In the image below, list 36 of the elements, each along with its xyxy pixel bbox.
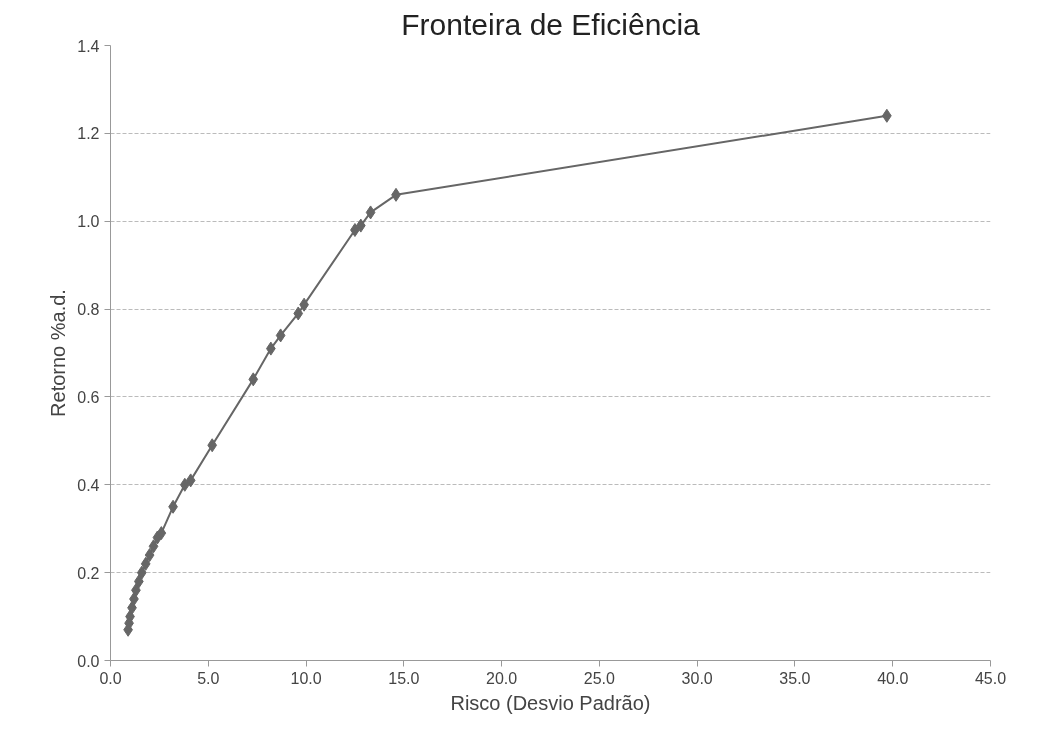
y-tick-label: 0.8 <box>77 301 100 319</box>
chart-title: Fronteira de Eficiência <box>401 7 701 41</box>
point <box>355 218 366 233</box>
point <box>179 477 190 492</box>
y-tick-label: 0.0 <box>77 652 100 670</box>
y-tick-label: 1.0 <box>77 213 100 231</box>
point <box>156 526 167 541</box>
point <box>275 328 286 343</box>
point <box>207 438 218 453</box>
y-tick-label: 1.4 <box>77 37 100 55</box>
x-tick-label: 45.0 <box>974 669 1007 687</box>
point <box>365 205 376 220</box>
point <box>136 565 147 580</box>
point <box>148 539 159 554</box>
x-tick-label: 5.0 <box>197 669 220 687</box>
point <box>129 592 139 606</box>
point <box>293 306 304 321</box>
x-tick-label: 40.0 <box>877 669 909 687</box>
point <box>185 473 196 488</box>
x-tick-label: 35.0 <box>779 669 811 687</box>
x-tick-label: 20.0 <box>486 669 518 687</box>
point <box>350 223 360 237</box>
y-tick-label: 0.2 <box>77 564 100 582</box>
x-tick-label: 0.0 <box>99 669 122 687</box>
x-axis-title: Risco (Desvio Padrão) <box>450 691 651 714</box>
point <box>144 548 155 563</box>
y-axis-title: Retorno %a.d. <box>47 289 70 417</box>
x-tick-label: 15.0 <box>388 669 420 687</box>
y-tick-label: 0.6 <box>77 388 100 406</box>
y-tick-label: 0.4 <box>77 476 100 494</box>
point <box>248 372 259 387</box>
point <box>140 556 151 571</box>
x-tick-label: 10.0 <box>290 669 322 687</box>
x-tick-label: 30.0 <box>681 669 713 687</box>
x-tick-label: 25.0 <box>583 669 616 687</box>
y-tick-label: 1.2 <box>77 125 100 143</box>
